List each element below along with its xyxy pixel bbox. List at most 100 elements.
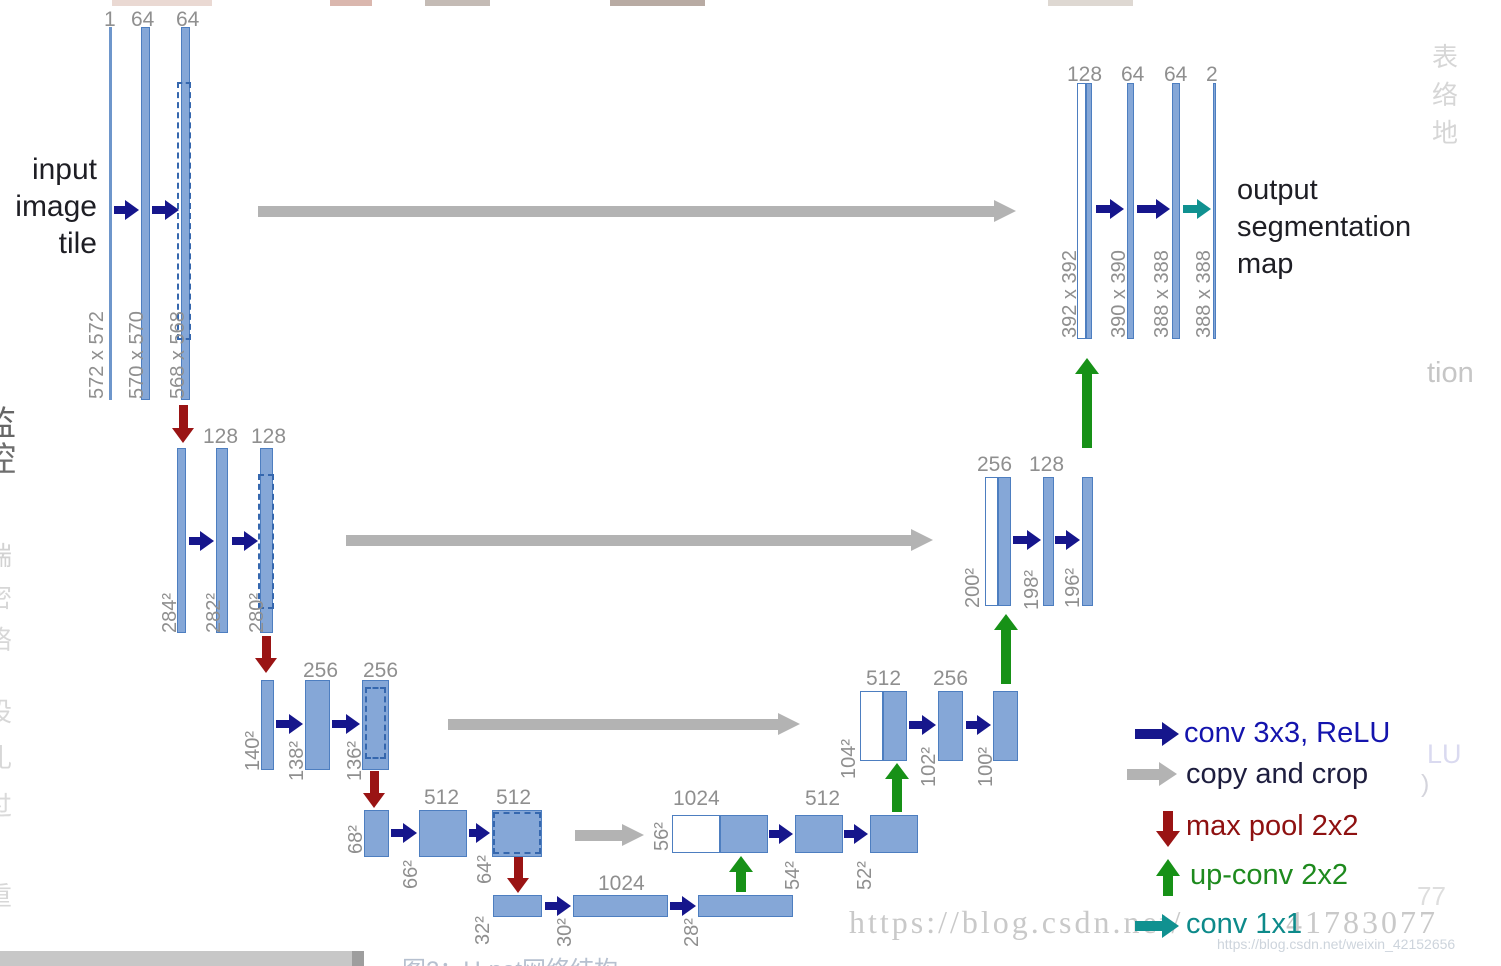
- channel-count-label: 256: [363, 659, 399, 682]
- maxpool-arrow-head: [363, 793, 385, 808]
- input-image-tile-label: input image tile: [15, 153, 97, 260]
- conv1x1-arrow-shaft: [1183, 205, 1199, 213]
- conv3x3-arrow-shaft: [189, 537, 202, 545]
- legend-label-copy-and-crop: copy and crop: [1186, 758, 1369, 790]
- spatial-size-label: 138²: [286, 740, 308, 781]
- channel-count-label: 128: [1029, 453, 1065, 476]
- feature-map-bar: [573, 895, 668, 917]
- copied-feature-map-bar: [985, 477, 998, 606]
- spatial-size-label: 284²: [159, 592, 181, 633]
- maxpool-arrow-shaft: [369, 771, 379, 795]
- spatial-size-label: 68²: [345, 825, 367, 854]
- watermark-text: LU: [1427, 739, 1462, 769]
- feature-map-bar: [364, 810, 389, 857]
- channel-count-label: 64: [176, 8, 200, 31]
- spatial-size-label: 54²: [782, 861, 804, 890]
- spatial-size-label: 392 x 392: [1059, 250, 1081, 338]
- conv3x3-arrow-head: [476, 823, 490, 843]
- spatial-size-label: 136²: [344, 740, 366, 781]
- conv3x3-arrow-shaft: [769, 830, 781, 838]
- feature-map-bar: [216, 448, 228, 633]
- maxpool-arrow-head: [255, 658, 277, 673]
- spatial-size-label: 30²: [554, 918, 576, 947]
- spatial-size-label: 388 x 388: [1193, 250, 1215, 338]
- watermark-text: 络: [1432, 80, 1459, 110]
- feature-map-bar: [883, 691, 907, 761]
- conv3x3-arrow-shaft: [391, 829, 405, 837]
- legend-maxpool-arrow-head: [1156, 831, 1180, 847]
- conv3x3-arrow-head: [557, 896, 571, 916]
- top-edge-photo-fragment: [610, 0, 705, 6]
- conv3x3-arrow-head: [779, 824, 793, 844]
- channel-count-label: 256: [933, 667, 969, 690]
- legend-upconv-arrow-head: [1156, 859, 1180, 876]
- conv3x3-arrow-head: [346, 714, 360, 734]
- upconv-arrow-head: [885, 763, 909, 779]
- channel-count-label: 64: [131, 8, 155, 31]
- conv3x3-arrow-head: [403, 823, 417, 843]
- spatial-size-label: 104²: [838, 738, 860, 779]
- conv3x3-arrow-head: [682, 896, 696, 916]
- conv3x3-arrow-shaft: [844, 830, 856, 838]
- copy-crop-arrow-shaft: [258, 205, 996, 217]
- upconv-arrow-head: [1075, 358, 1099, 374]
- spatial-size-label: 100²: [975, 746, 997, 787]
- feature-map-bar: [419, 810, 467, 857]
- crop-region-dashed-outline: [177, 82, 191, 340]
- upconv-arrow-head: [729, 856, 753, 872]
- spatial-size-label: 102²: [918, 746, 940, 787]
- legend-conv3x3-arrow-head: [1162, 722, 1179, 746]
- conv1x1-arrow-head: [1197, 199, 1211, 219]
- copy-crop-arrow-shaft: [346, 534, 913, 546]
- crop-region-dashed-outline: [258, 474, 274, 609]
- clipped-edge-text: 密: [0, 578, 12, 615]
- top-edge-photo-fragment: [330, 0, 372, 6]
- feature-map-bar: [870, 815, 918, 853]
- feature-map-bar: [141, 27, 150, 400]
- conv3x3-arrow-head: [922, 715, 936, 735]
- spatial-size-label: 280²: [246, 592, 268, 633]
- maxpool-arrow-shaft: [261, 636, 271, 660]
- feature-map-bar: [993, 691, 1018, 761]
- conv3x3-arrow-shaft: [966, 721, 979, 729]
- legend-label-up-conv-2x2: up-conv 2x2: [1190, 859, 1348, 891]
- maxpool-arrow-head: [172, 428, 194, 443]
- feature-map-bar: [109, 27, 112, 400]
- conv3x3-arrow-head: [1110, 199, 1124, 219]
- spatial-size-label: 200²: [962, 567, 984, 608]
- channel-count-label: 64: [1164, 63, 1188, 86]
- copy-crop-arrow-head: [994, 199, 1016, 222]
- watermark-text: 地: [1432, 118, 1459, 148]
- spatial-size-label: 52²: [854, 861, 876, 890]
- top-edge-photo-fragment: [112, 0, 212, 6]
- feature-map-bar: [493, 895, 542, 917]
- feature-map-bar: [795, 815, 843, 853]
- feature-map-bar: [1082, 477, 1093, 606]
- feature-map-bar: [938, 691, 963, 761]
- channel-count-label: 512: [496, 786, 532, 809]
- conv3x3-arrow-shaft: [114, 206, 127, 214]
- channel-count-label: 128: [203, 425, 239, 448]
- maxpool-arrow-shaft: [178, 405, 188, 430]
- channel-count-label: 1024: [673, 787, 720, 810]
- spatial-size-label: 56²: [651, 822, 673, 851]
- feature-map-bar: [1086, 83, 1092, 339]
- conv3x3-arrow-head: [977, 715, 991, 735]
- spatial-size-label: 572 x 572: [86, 311, 108, 399]
- upconv-arrow-shaft: [736, 870, 746, 892]
- figure-caption: 图2：U-net网络结构: [402, 950, 618, 966]
- window-edge-fragment: [352, 951, 364, 966]
- channel-count-label: 1024: [598, 872, 645, 895]
- feature-map-bar: [998, 477, 1011, 606]
- conv3x3-arrow-head: [854, 824, 868, 844]
- spatial-size-label: 32²: [472, 916, 494, 945]
- spatial-size-label: 390 x 390: [1108, 250, 1130, 338]
- legend-conv1x1-arrow-shaft: [1135, 921, 1164, 931]
- feature-map-bar: [1172, 83, 1180, 339]
- conv3x3-arrow-head: [1066, 530, 1080, 550]
- feature-map-bar: [1213, 83, 1216, 339]
- upconv-arrow-shaft: [892, 777, 902, 812]
- watermark-text: tion: [1427, 357, 1474, 389]
- copy-crop-arrow-head: [778, 712, 800, 735]
